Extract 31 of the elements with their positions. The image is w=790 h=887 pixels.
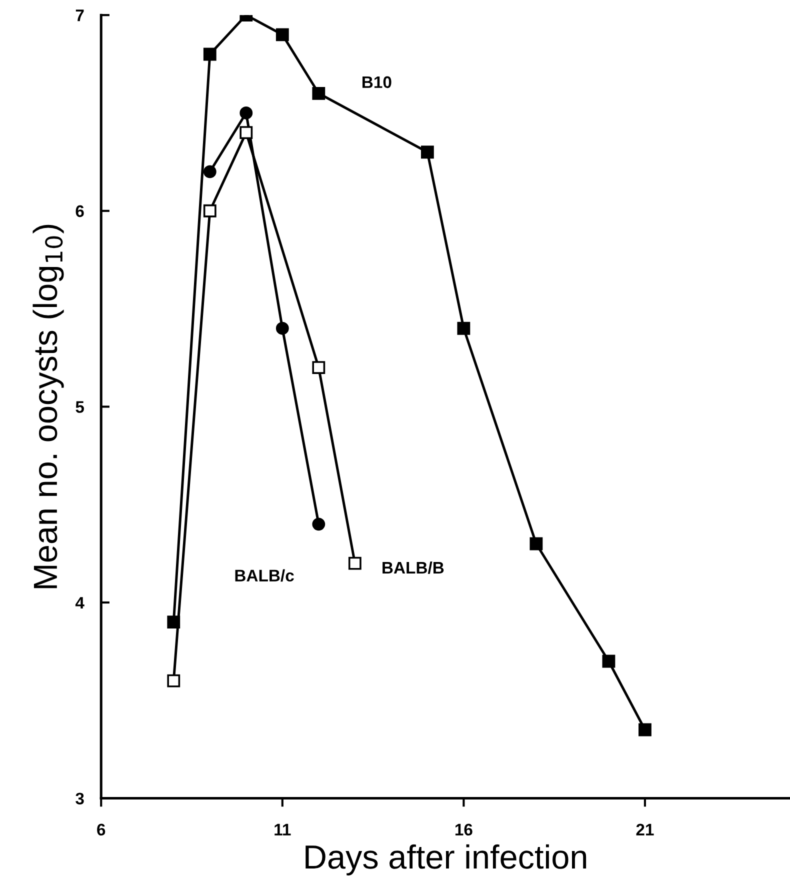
- point: [530, 537, 543, 550]
- point: [420, 146, 434, 159]
- x-tick-label: 21: [636, 824, 654, 836]
- y-tick-label: 4: [75, 597, 84, 609]
- x-tick-label: 11: [274, 824, 291, 836]
- y-tick-label: 3: [76, 792, 84, 805]
- point: [638, 723, 652, 736]
- x-axis-title: Days after infection: [306, 844, 586, 876]
- point: [240, 126, 253, 140]
- text: BALB/c: [235, 569, 294, 582]
- point: [457, 322, 470, 335]
- point: [348, 556, 362, 570]
- point: [312, 86, 326, 100]
- series-label: B10: [362, 76, 392, 88]
- point: [203, 48, 216, 61]
- point: [203, 165, 216, 178]
- point: [203, 204, 216, 218]
- point: [312, 361, 326, 374]
- y-tick-label: 7: [76, 10, 84, 22]
- y-axis-title: Mean no. oocysts (log$_{10}$): [32, 224, 64, 588]
- series-label: BALB/B: [382, 561, 444, 574]
- point: [167, 674, 180, 688]
- point: [240, 106, 253, 120]
- x-tick-label: 16: [455, 824, 472, 836]
- x-tick-label: 6: [97, 824, 106, 836]
- point: [276, 322, 289, 335]
- point: [602, 654, 616, 668]
- y-tick-label: 6: [76, 205, 84, 218]
- point: [312, 518, 326, 531]
- y-tick-label: 5: [76, 401, 84, 413]
- point: [276, 28, 289, 42]
